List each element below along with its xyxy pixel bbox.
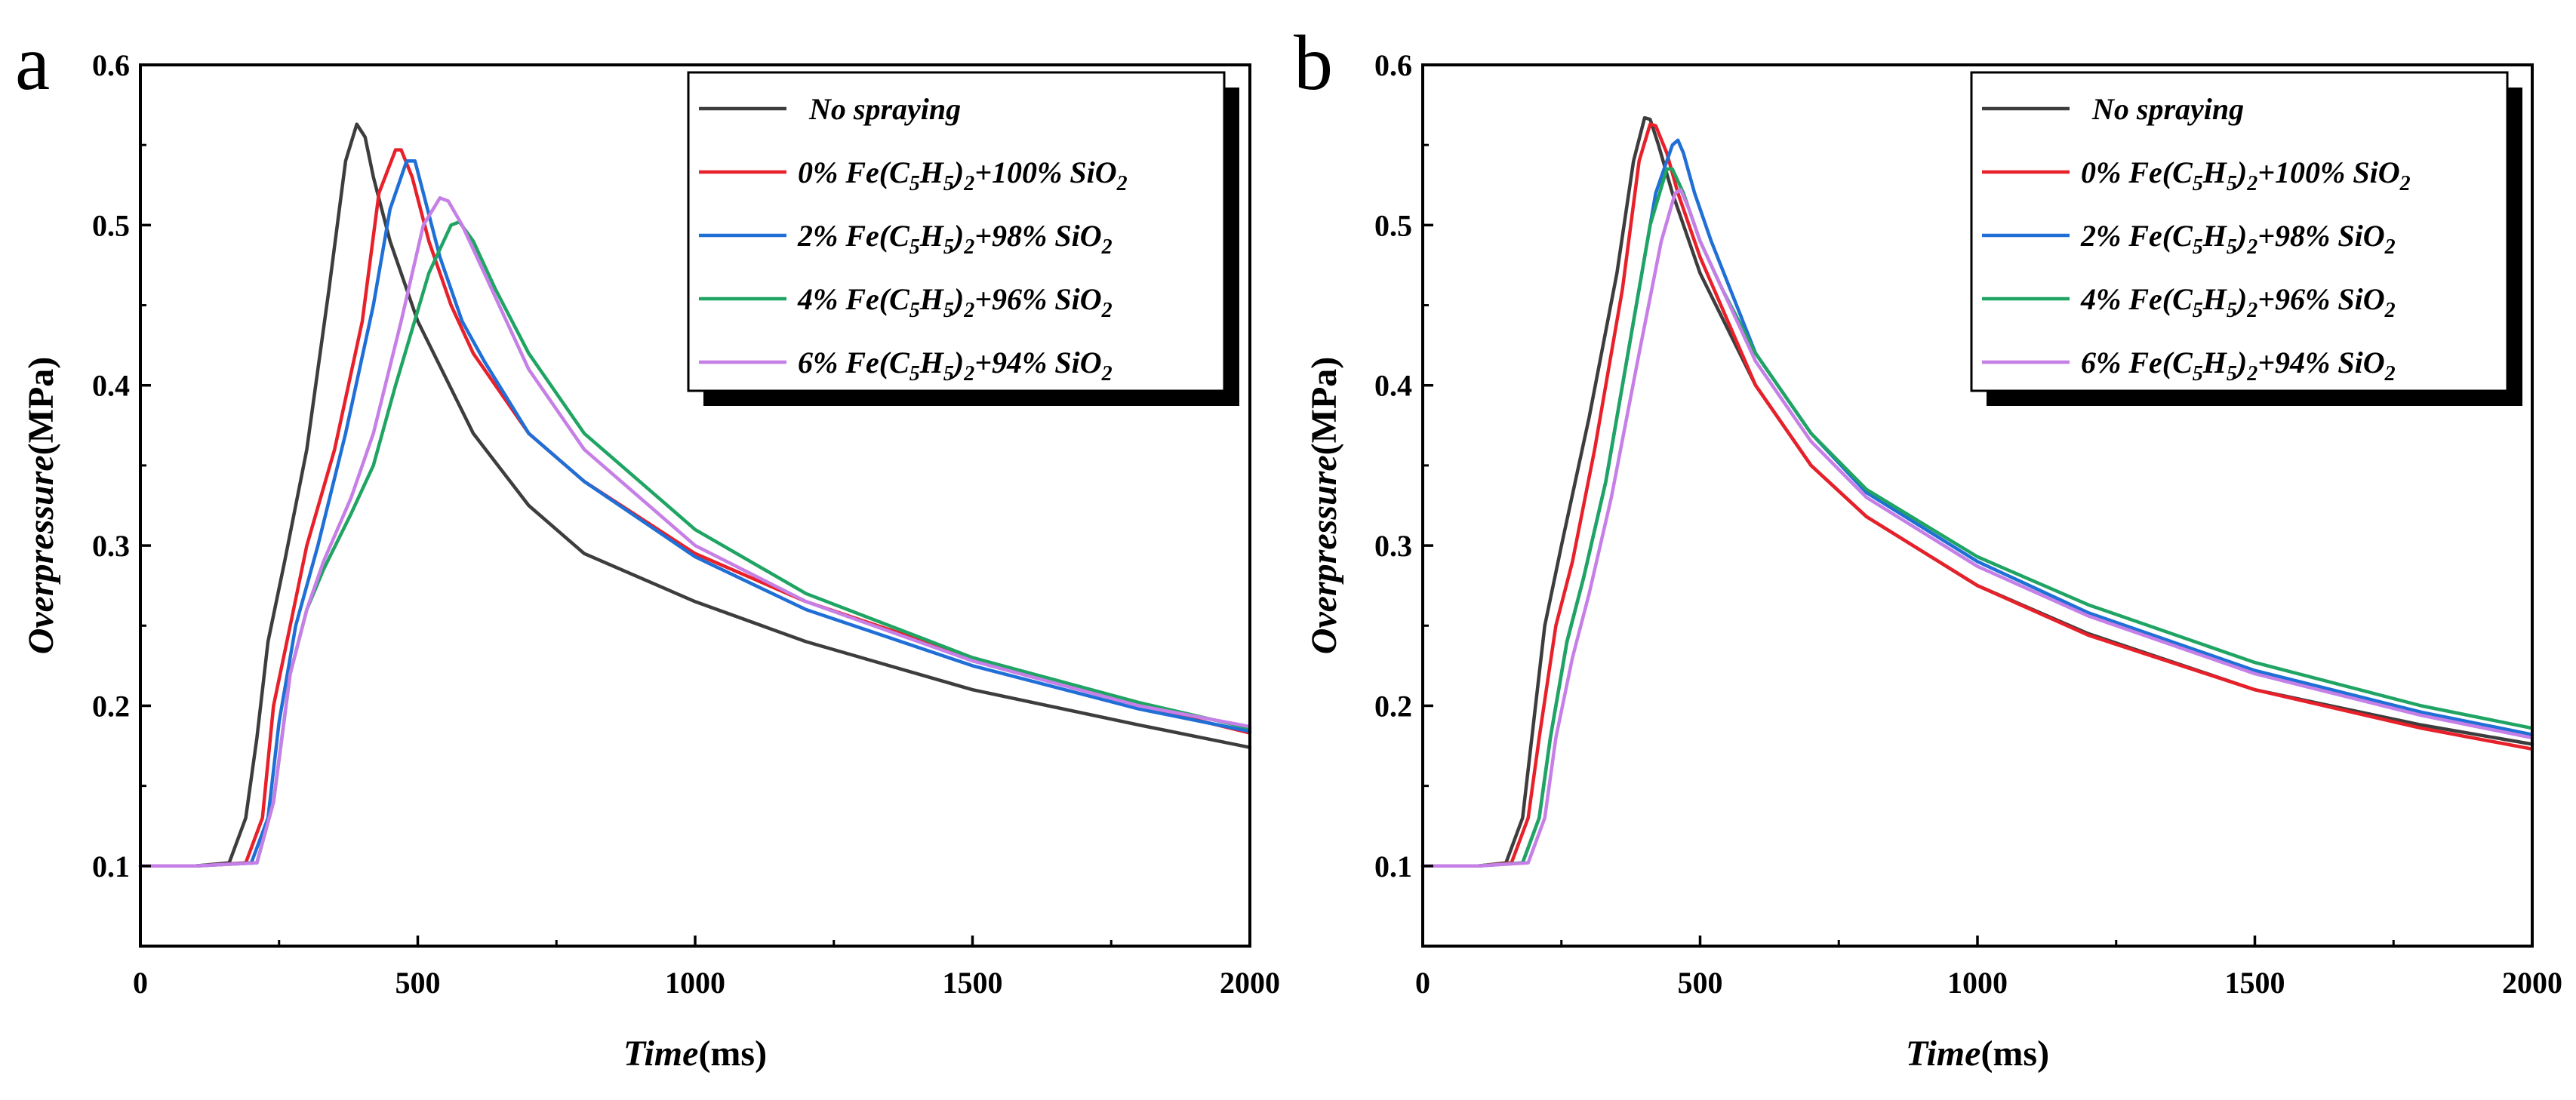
x-tick-label: 0 bbox=[1415, 966, 1430, 1000]
panel-label: a bbox=[15, 20, 50, 106]
x-tick-label: 2000 bbox=[2502, 966, 2562, 1000]
x-tick-label: 500 bbox=[395, 966, 441, 1000]
x-tick-label: 0 bbox=[133, 966, 148, 1000]
y-tick-label: 0.2 bbox=[1374, 689, 1412, 723]
legend-label: 6% Fe(C5H5)2+94% SiO2 bbox=[798, 346, 1113, 386]
x-tick-label: 1000 bbox=[1947, 966, 2008, 1000]
series-line-2 bbox=[138, 159, 1252, 868]
panel-label: b bbox=[1294, 20, 1333, 106]
legend: No spraying 0% Fe(C5H5)2+100% SiO2 2% Fe(C… bbox=[1970, 71, 2522, 406]
y-axis-title: Overpressure(MPa) bbox=[1304, 357, 1344, 655]
legend-label: 2% Fe(C5H5)2+98% SiO2 bbox=[2080, 219, 2396, 259]
legend-box bbox=[1970, 71, 2509, 392]
series-line-4 bbox=[138, 196, 1252, 868]
y-tick-label: 0.5 bbox=[92, 208, 130, 242]
y-tick-label: 0.4 bbox=[1374, 369, 1412, 403]
x-tick-label: 500 bbox=[1678, 966, 1723, 1000]
series-line-0 bbox=[138, 122, 1252, 868]
legend-label: 4% Fe(C5H5)2+96% SiO2 bbox=[797, 282, 1113, 322]
y-tick-label: 0.3 bbox=[92, 529, 130, 563]
legend-label: 2% Fe(C5H5)2+98% SiO2 bbox=[797, 219, 1113, 259]
x-tick-label: 2000 bbox=[1220, 966, 1280, 1000]
series-line-1 bbox=[1420, 122, 2534, 868]
series-line-1 bbox=[138, 148, 1252, 868]
chart-panel-a: a 0 500 1000 1500 2000 0.1 0.2 0.3 0.4 0.5 0.6 Time(… bbox=[15, 20, 1280, 1074]
legend: No spraying 0% Fe(C5H5)2+100% SiO2 2% Fe(C… bbox=[687, 71, 1239, 406]
legend-label: No spraying bbox=[2091, 92, 2244, 126]
legend-label: 0% Fe(C5H5)2+100% SiO2 bbox=[2081, 155, 2411, 195]
chart-panel-b: b 0 500 1000 1500 2000 0.1 0.2 0.3 0.4 0.5 0.6 Time(… bbox=[1294, 20, 2562, 1074]
legend-label: No spraying bbox=[808, 92, 961, 126]
legend-label: 6% Fe(C5H5)2+94% SiO2 bbox=[2081, 346, 2396, 386]
y-axis-title: Overpressure(MPa) bbox=[21, 357, 61, 655]
x-axis-title: Time(ms) bbox=[623, 1034, 767, 1074]
y-tick-label: 0.3 bbox=[1374, 529, 1412, 563]
legend-box bbox=[687, 71, 1226, 392]
legend-label: 0% Fe(C5H5)2+100% SiO2 bbox=[798, 155, 1128, 195]
y-tick-label: 0.1 bbox=[1374, 850, 1412, 883]
y-tick-label: 0.4 bbox=[92, 369, 130, 403]
y-tick-label: 0.5 bbox=[1374, 208, 1412, 242]
x-tick-label: 1000 bbox=[665, 966, 725, 1000]
x-tick-label: 1500 bbox=[2225, 966, 2285, 1000]
x-axis-title: Time(ms) bbox=[1906, 1034, 2049, 1074]
legend-label: 4% Fe(C5H5)2+96% SiO2 bbox=[2080, 282, 2396, 322]
y-tick-label: 0.1 bbox=[92, 850, 130, 883]
series-line-4 bbox=[1420, 188, 2534, 868]
y-tick-label: 0.6 bbox=[1374, 48, 1412, 82]
x-tick-label: 1500 bbox=[943, 966, 1003, 1000]
series-line-3 bbox=[1420, 167, 2534, 868]
y-tick-label: 0.6 bbox=[92, 48, 130, 82]
y-tick-label: 0.2 bbox=[92, 689, 130, 723]
